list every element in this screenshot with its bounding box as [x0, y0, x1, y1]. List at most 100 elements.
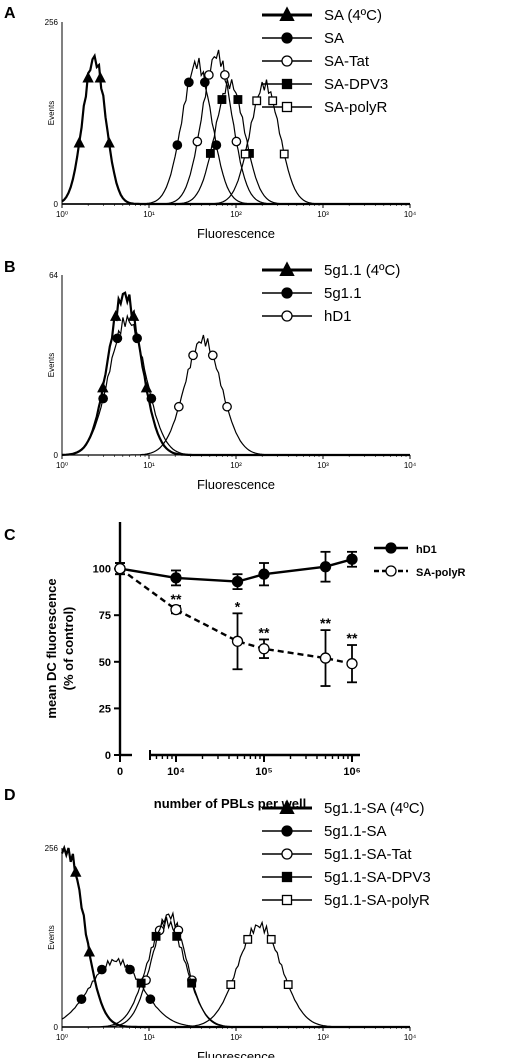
- data-point-5g1-1-sa: [125, 964, 135, 975]
- y-axis-label-line-c: mean DC fluorescence: [44, 578, 59, 718]
- legend-label-5g1-1-sa-dpv3: 5g1.1-SA-DPV3: [324, 869, 431, 886]
- legend-marker-5g1-1-sa-4-c: [279, 799, 295, 815]
- significance-label: **: [347, 630, 358, 646]
- panel-label-b: B: [4, 259, 16, 276]
- data-point-hd1: [258, 568, 270, 580]
- data-point-sa-tat: [219, 70, 230, 80]
- y-tick-label-a: 256: [45, 18, 59, 27]
- y-tick-label-b: 64: [49, 271, 58, 280]
- legend-marker-5g1-1-sa-dpv3: [281, 871, 293, 883]
- x-tick-label-d: 10⁴: [404, 1033, 417, 1042]
- series-line-5g1-1-sa-polyr: [62, 920, 410, 1028]
- data-point-5g1-1: [132, 333, 142, 344]
- data-point-5g1-1-4-c: [127, 309, 140, 321]
- legend-marker-5g1-1-sa-tat: [281, 848, 293, 860]
- data-point-5g1-1: [98, 393, 108, 404]
- legend-marker-5g1-1-sa-polyr: [281, 894, 293, 906]
- data-point-sa-polyr: [231, 635, 244, 647]
- y-tick-label-d: 256: [45, 844, 59, 853]
- data-point-sa-dpv3: [233, 95, 243, 104]
- legend-label-hd1: hD1: [324, 308, 352, 325]
- data-point-hd1: [222, 401, 232, 412]
- y-axis-label-c: mean DC fluorescence (% of control): [44, 578, 76, 718]
- y-tick-label-c: 100: [93, 564, 111, 576]
- legend-label-5g1-1: 5g1.1: [324, 285, 362, 302]
- series-line-sa-tat: [62, 49, 410, 205]
- y-tick-label-c: 0: [105, 750, 111, 762]
- data-point-hd1: [346, 553, 358, 565]
- data-point-5g1-1-sa-dpv3: [172, 931, 182, 941]
- y-tick-label-a: 0: [54, 200, 59, 209]
- significance-label: *: [235, 598, 241, 614]
- data-point-sa-polyr: [240, 149, 250, 159]
- data-point-5g1-1-sa-dpv3: [187, 978, 197, 988]
- legend-label-5g1-1-sa: 5g1.1-SA: [324, 823, 387, 840]
- y-axis-label-line-c: (% of control): [61, 607, 76, 691]
- data-point-hd1: [207, 350, 218, 361]
- data-point-sa-polyr: [319, 652, 332, 664]
- data-point-5g1-1-sa-dpv3: [136, 978, 146, 988]
- significance-label: **: [259, 625, 270, 641]
- significance-label: **: [320, 615, 331, 631]
- data-point-5g1-1-sa-polyr: [266, 934, 276, 944]
- x-tick-label-c: 10⁶: [343, 766, 360, 778]
- data-point-5g1-1-4-c: [110, 309, 122, 321]
- legend-marker-sa-polyr: [281, 101, 293, 113]
- data-point-5g1-1-sa-polyr: [226, 980, 236, 990]
- data-point-5g1-1-sa-4-c: [83, 945, 96, 957]
- data-point-sa-polyr: [252, 96, 262, 106]
- legend-label-sa-tat: SA-Tat: [324, 53, 370, 70]
- data-point-sa-polyr: [170, 603, 182, 616]
- y-tick-label-b: 0: [54, 451, 59, 460]
- x-tick-label-a: 10²: [230, 210, 242, 219]
- legend-marker-sa-dpv3: [281, 78, 293, 90]
- data-point-sa-polyr: [268, 96, 278, 106]
- legend-label-sa-4-c: SA (4ºC): [324, 7, 382, 24]
- legend-label-5g1-1-4-c: 5g1.1 (4ºC): [324, 262, 400, 279]
- data-point-sa-tat: [192, 136, 203, 147]
- data-point-sa-4-c: [82, 71, 94, 83]
- x-tick-label-a: 10¹: [143, 210, 155, 219]
- legend-label-5g1-1-sa-polyr: 5g1.1-SA-polyR: [324, 892, 430, 909]
- x-tick-label-b: 10⁴: [404, 461, 417, 470]
- legend-label-sa-polyr: SA-polyR: [324, 99, 388, 116]
- legend-marker-sa-tat: [281, 55, 293, 67]
- x-tick-label-b: 10³: [317, 461, 329, 470]
- data-point-5g1-1-sa: [76, 994, 87, 1005]
- data-point-sa-polyr: [346, 658, 358, 670]
- legend-marker-sa: [281, 32, 293, 44]
- legend-label-sa-dpv3: SA-DPV3: [324, 76, 388, 93]
- data-point-sa-polyr: [258, 643, 270, 655]
- x-axis-label-d: Fluorescence: [197, 1049, 275, 1058]
- x-tick-label-a: 10³: [317, 210, 329, 219]
- data-point-5g1-1: [146, 393, 157, 404]
- legend-marker-5g1-1-sa: [281, 825, 293, 837]
- chart-d: 10⁰ 10¹ 10² 10³ 10⁴ 0 256 Events Fluorescence 5g1…: [45, 799, 431, 1058]
- data-point-5g1-1-sa-polyr: [283, 980, 293, 990]
- panel-label-d: D: [4, 787, 16, 804]
- panel-label-a: A: [4, 5, 16, 22]
- x-tick-label-c: 0: [117, 766, 123, 778]
- legend-label-5g1-1-sa-tat: 5g1.1-SA-Tat: [324, 846, 412, 863]
- data-point-5g1-1-sa-dpv3: [151, 931, 161, 941]
- chart-c: 0 25 50 75 100 0 10⁴ 10⁵ 10⁶ mean DC fluorescence…: [44, 522, 466, 811]
- y-tick-label-c: 75: [99, 610, 111, 622]
- x-axis-label-b: Fluorescence: [197, 477, 275, 492]
- data-point-sa-tat: [204, 70, 214, 80]
- y-tick-label-d: 0: [54, 1023, 59, 1032]
- x-tick-label-b: 10⁰: [56, 461, 68, 470]
- data-point-sa-4-c: [94, 71, 106, 83]
- data-point-sa: [172, 140, 183, 150]
- chart-a: 10⁰ 10¹ 10² 10³ 10⁴ 0 256 Events Fluorescence SA …: [45, 6, 417, 241]
- data-point-sa: [211, 140, 222, 150]
- data-point-hd1: [170, 572, 182, 584]
- data-point-hd1: [231, 575, 244, 588]
- data-point-hd1: [319, 561, 332, 573]
- legend-label-5g1-1-sa-4-c: 5g1.1-SA (4ºC): [324, 800, 425, 817]
- chart-b: 10⁰ 10¹ 10² 10³ 10⁴ 0 64 Events Fluorescence 5g1.…: [47, 261, 417, 492]
- x-tick-label-c: 10⁴: [167, 766, 185, 778]
- data-point-sa-dpv3: [205, 148, 215, 158]
- x-tick-label-a: 10⁰: [56, 210, 68, 219]
- y-tick-label-c: 25: [99, 703, 111, 715]
